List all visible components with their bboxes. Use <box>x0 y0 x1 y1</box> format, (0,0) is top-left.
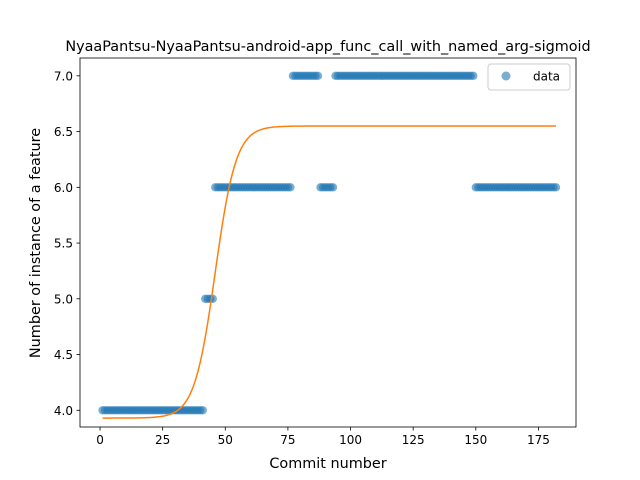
x-tick-label: 0 <box>96 433 104 447</box>
data-point <box>208 294 217 303</box>
plot-area: 0 25 50 75 100 125 150 175 4.0 4.5 5.0 5.5 6.0 6.5 7.0 <box>54 57 577 447</box>
y-tick-label: 7.0 <box>54 69 73 83</box>
legend-frame <box>487 63 571 91</box>
x-tick-label: 25 <box>155 433 170 447</box>
y-tick-label: 5.5 <box>54 237 73 251</box>
fit-line <box>102 125 556 419</box>
legend-marker-data <box>501 71 511 81</box>
data-point <box>313 71 323 81</box>
legend: data <box>487 63 571 91</box>
data-point <box>286 183 295 192</box>
y-axis-label: Number of instance of a feature <box>28 128 44 358</box>
data-point <box>328 183 338 192</box>
x-tick-label: 50 <box>218 433 233 447</box>
x-tick-label: 175 <box>527 433 550 447</box>
x-tick-label: 125 <box>402 433 425 447</box>
x-tick-label: 100 <box>339 433 362 447</box>
y-tick-label: 4.5 <box>54 348 73 362</box>
x-tick-label: 75 <box>280 433 295 447</box>
axes-frame <box>79 57 577 428</box>
y-tick-label: 5.0 <box>54 292 73 306</box>
legend-label-data: data <box>533 70 560 84</box>
x-tick-label: 150 <box>464 433 487 447</box>
data-point <box>469 71 478 81</box>
y-tick-label: 6.5 <box>54 125 73 139</box>
data-points <box>98 71 561 415</box>
x-axis-label: Commit number <box>269 456 386 472</box>
chart-title: NyaaPantsu-NyaaPantsu-android-app_func_c… <box>65 39 590 55</box>
data-point <box>551 183 561 192</box>
y-tick-label: 4.0 <box>54 404 73 418</box>
y-tick-label: 6.0 <box>54 181 73 195</box>
data-point <box>198 406 207 415</box>
